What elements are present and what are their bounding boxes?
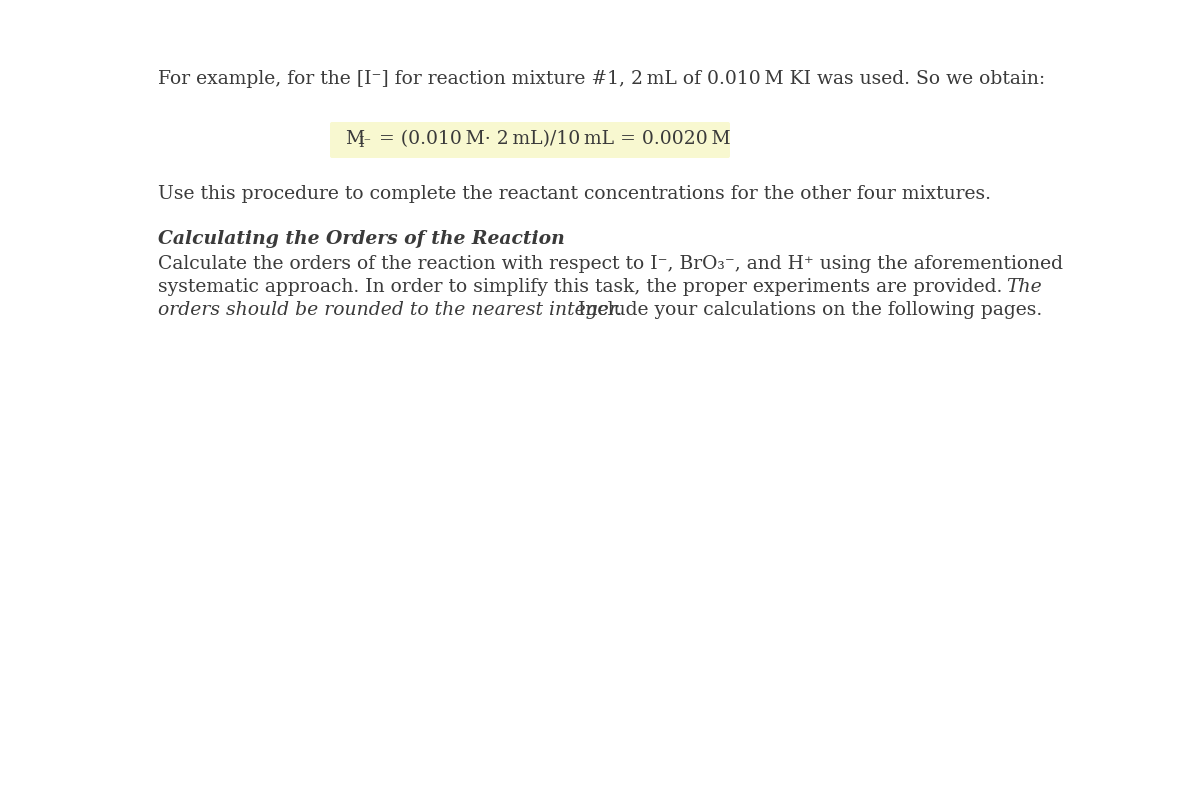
- Text: I⁻: I⁻: [358, 136, 371, 150]
- Text: M: M: [346, 130, 364, 148]
- Text: Calculate the orders of the reaction with respect to I⁻, BrO₃⁻, and H⁺ using the: Calculate the orders of the reaction wit…: [158, 255, 1063, 273]
- Text: systematic approach. In order to simplify this task, the proper experiments are : systematic approach. In order to simplif…: [158, 278, 1008, 296]
- Text: The: The: [1007, 278, 1042, 296]
- FancyBboxPatch shape: [330, 122, 730, 158]
- Text: Include your calculations on the following pages.: Include your calculations on the followi…: [577, 301, 1042, 319]
- Text: Use this procedure to complete the reactant concentrations for the other four mi: Use this procedure to complete the react…: [158, 185, 991, 203]
- Text: = (0.010 M· 2 mL)/10 mL = 0.0020 M: = (0.010 M· 2 mL)/10 mL = 0.0020 M: [373, 130, 731, 148]
- Text: orders should be rounded to the nearest integer.: orders should be rounded to the nearest …: [158, 301, 622, 319]
- Text: Calculating the Orders of the Reaction: Calculating the Orders of the Reaction: [158, 230, 565, 248]
- Text: For example, for the [I⁻] for reaction mixture #1, 2 mL of 0.010 M KI was used. : For example, for the [I⁻] for reaction m…: [158, 70, 1045, 88]
